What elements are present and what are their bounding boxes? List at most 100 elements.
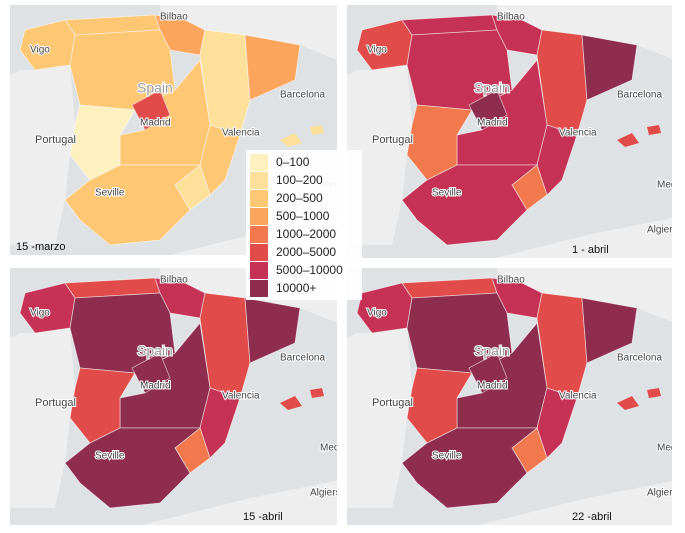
legend-swatch — [250, 280, 268, 297]
africa — [495, 218, 672, 258]
map-label: Seville — [432, 451, 462, 462]
portugal — [347, 65, 412, 245]
legend-label: 5000–10000 — [276, 263, 343, 277]
region — [401, 164, 539, 246]
map-label: Valencia — [559, 128, 597, 139]
map-label: Algiers — [310, 488, 341, 499]
legend-swatch — [250, 208, 268, 225]
portugal — [10, 328, 75, 508]
region — [131, 352, 171, 394]
region — [199, 124, 241, 196]
legend-swatch — [250, 226, 268, 243]
map-label: Vigo — [367, 45, 387, 56]
map-panel: Bilbao Spain Madrid Portugal Valencia Barcelo… — [347, 268, 685, 525]
france — [497, 5, 672, 59]
portugal — [10, 65, 75, 245]
panel-date: 22 -abril — [572, 511, 612, 523]
panel-date: 15 -abril — [243, 511, 283, 523]
map-label: Seville — [95, 451, 125, 462]
map-label: Spain — [137, 343, 173, 359]
legend: 0–100 100–200 200–500 500–1000 1000–2000 2000… — [246, 150, 362, 300]
legend-label: 100–200 — [276, 173, 323, 187]
france — [160, 5, 337, 60]
region — [244, 34, 301, 101]
map-label: Spain — [137, 80, 173, 96]
map-label: Portugal — [372, 134, 413, 146]
map-label: Valencia — [222, 391, 260, 402]
region — [244, 297, 301, 364]
portugal — [347, 328, 412, 508]
legend-label: 10000+ — [276, 281, 316, 295]
map-layer: Bilbao Spain Madrid Portugal Valencia Barcelo… — [347, 5, 685, 258]
map-label: Medite — [657, 180, 685, 191]
map-label: Algiers — [647, 488, 678, 499]
region — [581, 34, 638, 101]
balearic — [647, 125, 661, 135]
panel-date: 15 -marzo — [16, 241, 66, 253]
region — [581, 297, 638, 364]
legend-label: 0–100 — [276, 155, 310, 169]
map-layer: Bilbao Spain Madrid Portugal Valencia Barcelo… — [347, 268, 685, 525]
region — [536, 124, 578, 196]
map-label: Medite — [320, 443, 350, 454]
map-label: Vigo — [30, 308, 50, 319]
map-label: Bilbao — [497, 275, 525, 286]
balearic — [617, 396, 639, 410]
map-label: Seville — [95, 188, 125, 199]
legend-swatch — [250, 172, 268, 189]
balearic — [280, 133, 302, 147]
africa — [479, 481, 672, 525]
map-label: Valencia — [559, 391, 597, 402]
map-label: Spain — [474, 80, 510, 96]
map-label: Bilbao — [160, 275, 188, 286]
map-label: Portugal — [372, 397, 413, 409]
map-label: Vigo — [30, 45, 50, 56]
region — [468, 89, 508, 131]
africa — [142, 480, 337, 525]
map-label: Madrid — [140, 118, 171, 129]
legend-label: 2000–5000 — [276, 245, 336, 259]
map-label: Madrid — [140, 381, 171, 392]
map-label: Bilbao — [160, 12, 188, 23]
region — [64, 164, 202, 246]
legend-label: 500–1000 — [276, 209, 330, 223]
map-label: Seville — [432, 188, 462, 199]
map-label: Medite — [657, 443, 685, 454]
map-label: Barcelona — [280, 353, 325, 364]
legend-swatch — [250, 262, 268, 279]
panel-date: 1 - abril — [572, 244, 609, 256]
legend-label: 200–500 — [276, 191, 323, 205]
region — [401, 427, 539, 509]
balearic — [617, 133, 639, 147]
map-label: Barcelona — [617, 90, 662, 101]
france — [497, 268, 672, 322]
balearic — [280, 396, 302, 410]
map-label: Bilbao — [497, 12, 525, 23]
map-label: Vigo — [367, 308, 387, 319]
map-label: Madrid — [477, 118, 508, 129]
balearic — [310, 125, 324, 135]
map-panel: Bilbao Spain Madrid Portugal Valencia Barcelo… — [10, 268, 350, 525]
map-label: Valencia — [222, 128, 260, 139]
region — [536, 387, 578, 459]
balearic — [647, 388, 661, 398]
map-panel: Bilbao Spain Madrid Portugal Valencia Barcelo… — [347, 5, 685, 258]
map-label: Portugal — [35, 134, 76, 146]
map-label: Barcelona — [617, 353, 662, 364]
map-layer: Bilbao Spain Madrid Portugal Valencia Barcelo… — [10, 268, 350, 525]
map-label: Madrid — [477, 381, 508, 392]
region — [131, 89, 171, 131]
map-label: Spain — [474, 343, 510, 359]
map-label: Portugal — [35, 397, 76, 409]
legend-swatch — [250, 190, 268, 207]
region — [468, 352, 508, 394]
map-label: Algiers — [647, 225, 678, 236]
balearic — [310, 388, 324, 398]
legend-swatch — [250, 154, 268, 171]
legend-swatch — [250, 244, 268, 261]
map-label: Barcelona — [280, 90, 325, 101]
region — [199, 387, 241, 459]
region — [64, 427, 202, 509]
legend-label: 1000–2000 — [276, 227, 336, 241]
